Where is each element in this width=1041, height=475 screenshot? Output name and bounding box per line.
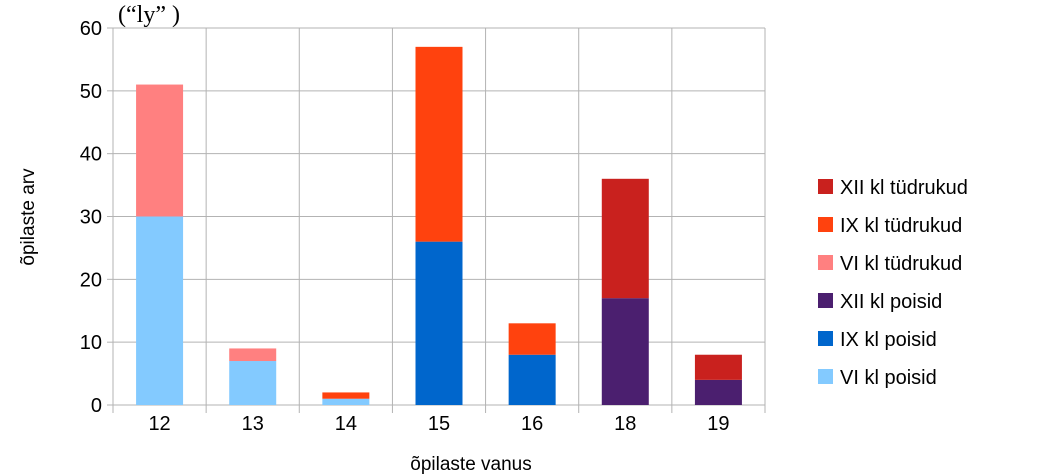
- x-tick-label-18: 18: [614, 413, 636, 435]
- y-tick-label-40: 40: [80, 144, 102, 166]
- legend-label-2: VI kl tüdrukud: [840, 253, 962, 275]
- chart-title-fragment: (“ly” ): [118, 2, 180, 28]
- x-tick-label-16: 16: [521, 413, 543, 435]
- bar-16-series-1: [508, 354, 556, 405]
- bar-14-series-0: [322, 398, 370, 405]
- legend-label-0: XII kl tüdrukud: [840, 177, 968, 199]
- axes: 0 10 20 30 40 50 60 12 13 14 15 16 18 19: [80, 18, 730, 435]
- legend-swatch-1: [818, 217, 833, 232]
- bars: [136, 46, 742, 405]
- x-tick-label-14: 14: [335, 413, 357, 435]
- y-tick-label-30: 30: [80, 207, 102, 229]
- bar-13-series-3: [229, 348, 277, 362]
- y-tick-label-20: 20: [80, 269, 102, 291]
- bar-19-series-5: [694, 354, 742, 380]
- x-tick-label-13: 13: [242, 413, 264, 435]
- legend-label-1: IX kl tüdrukud: [840, 215, 962, 237]
- x-tick-label-12: 12: [148, 413, 170, 435]
- bar-18-series-5: [601, 178, 649, 299]
- bar-16-series-4: [508, 323, 556, 355]
- legend-swatch-5: [818, 369, 833, 384]
- legend-swatch-2: [818, 255, 833, 270]
- x-tick-label-15: 15: [428, 413, 450, 435]
- y-tick-label-60: 60: [80, 18, 102, 40]
- bar-19-series-2: [694, 379, 742, 405]
- bar-14-series-4: [322, 392, 370, 399]
- legend: XII kl tüdrukud IX kl tüdrukud VI kl tüdru…: [818, 177, 968, 389]
- bar-15-series-4: [415, 46, 463, 242]
- x-tick-label-19: 19: [707, 413, 729, 435]
- y-axis-title: õpilaste arv: [18, 168, 39, 266]
- legend-swatch-0: [818, 179, 833, 194]
- bar-15-series-1: [415, 241, 463, 405]
- bar-18-series-2: [601, 298, 649, 405]
- y-tick-label-10: 10: [80, 332, 102, 354]
- y-tick-label-50: 50: [80, 81, 102, 103]
- legend-swatch-4: [818, 331, 833, 346]
- legend-label-4: IX kl poisid: [840, 329, 937, 351]
- legend-swatch-3: [818, 293, 833, 308]
- x-axis-title: õpilaste vanus: [410, 454, 531, 475]
- y-tick-label-0: 0: [91, 395, 102, 417]
- legend-label-3: XII kl poisid: [840, 291, 942, 313]
- legend-label-5: VI kl poisid: [840, 367, 937, 389]
- bar-12-series-3: [136, 84, 184, 217]
- bar-13-series-0: [229, 361, 277, 405]
- bar-12-series-0: [136, 216, 184, 405]
